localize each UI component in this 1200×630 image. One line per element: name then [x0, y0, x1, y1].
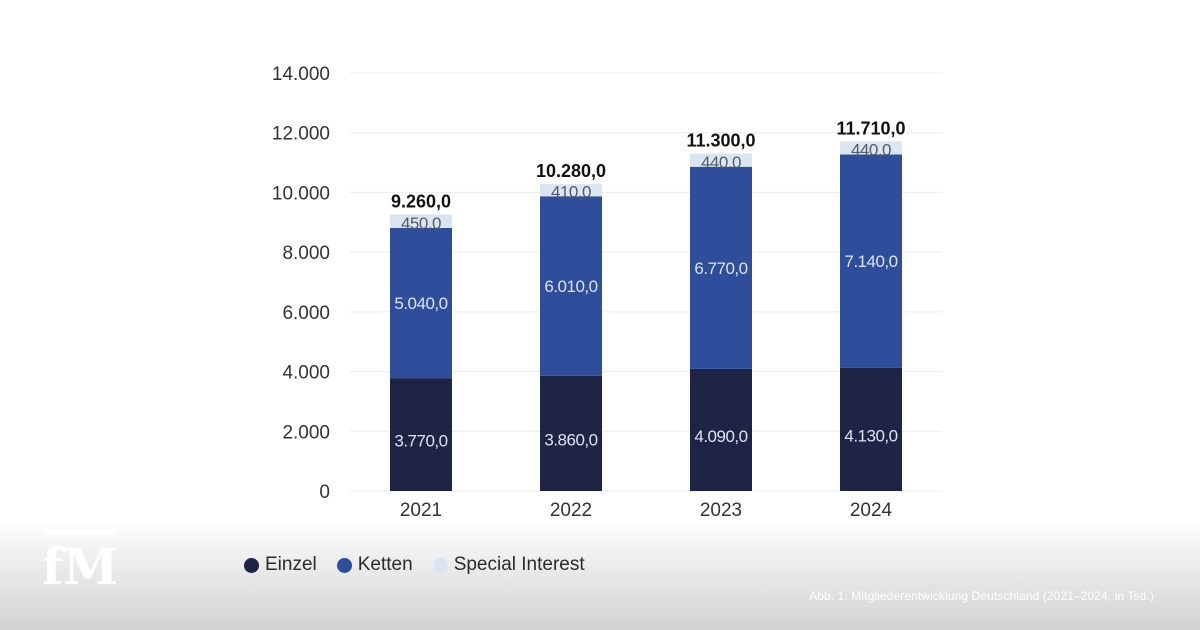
data-label: 3.770,0 [394, 432, 447, 451]
footer-band [0, 520, 1200, 630]
x-tick-label: 2021 [400, 500, 442, 521]
y-tick-label: 12.000 [272, 124, 330, 145]
bar-einzel [390, 378, 452, 491]
data-label: 4.090,0 [694, 427, 747, 446]
bar-special-interest [840, 141, 902, 155]
legend-swatch [336, 557, 352, 573]
legend-swatch [244, 557, 259, 573]
data-label: 3.860,0 [544, 430, 597, 449]
total-label: 11.300,0 [686, 131, 755, 151]
data-label: 440,0 [851, 141, 891, 160]
legend-item: Ketten [336, 554, 413, 576]
y-axis-tick-labels: 0 2.000 4.000 6.000 8.000 10.000 12.000 14.000 [272, 64, 330, 503]
total-label: 11.710,0 [836, 118, 905, 138]
total-label: 9.260,0 [391, 192, 451, 212]
bar-special-interest [690, 153, 752, 167]
y-tick-label: 10.000 [272, 183, 330, 204]
data-label: 6.770,0 [694, 259, 747, 278]
bar-ketten [540, 196, 602, 376]
y-tick-label: 2.000 [282, 422, 330, 443]
legend-label: Special Interest [453, 554, 585, 575]
chart-legend: Einzel Ketten Special Interest [244, 552, 585, 578]
data-label: 410,0 [551, 182, 591, 201]
figure-caption: Abb. 1: Mitgliederentwicklung Deutschlan… [809, 589, 1154, 603]
data-label: 7.140,0 [844, 252, 897, 271]
x-tick-label: 2023 [700, 500, 742, 521]
data-label: 6.010,0 [544, 277, 597, 296]
legend-label: Ketten [357, 554, 413, 575]
legend-swatch [432, 557, 448, 573]
bar-einzel [690, 368, 752, 491]
data-label: 5.040,0 [394, 294, 447, 313]
bar-special-interest [540, 184, 602, 197]
legend-item: Einzel [244, 554, 317, 576]
y-tick-label: 8.000 [282, 243, 330, 264]
x-tick-label: 2022 [550, 500, 592, 521]
legend-item: Special Interest [432, 554, 585, 576]
data-label: 440,0 [701, 153, 741, 172]
fm-logo: fM [42, 526, 118, 596]
legend-label: Einzel [265, 554, 317, 575]
bar-einzel [840, 367, 902, 491]
data-label: 4.130,0 [844, 426, 897, 445]
total-label: 10.280,0 [536, 161, 606, 181]
bar-einzel [540, 375, 602, 491]
bar-stacks: 3.770,0 5.040,0 450,0 9.260,0 3.860,0 6.010,0… [390, 118, 906, 491]
bar-ketten [840, 154, 902, 368]
data-label: 450,0 [401, 214, 441, 233]
bar-special-interest [390, 214, 452, 228]
fm-logo-text: fM [44, 537, 116, 592]
y-tick-label: 6.000 [282, 303, 330, 324]
y-tick-label: 4.000 [282, 363, 330, 384]
bar-ketten [690, 166, 752, 369]
x-tick-label: 2024 [850, 500, 893, 521]
bar-ketten [390, 227, 452, 379]
y-tick-label: 14.000 [272, 64, 330, 85]
x-axis-tick-labels: 2021 2022 2023 2024 [400, 500, 893, 521]
y-tick-label: 0 [319, 482, 330, 503]
